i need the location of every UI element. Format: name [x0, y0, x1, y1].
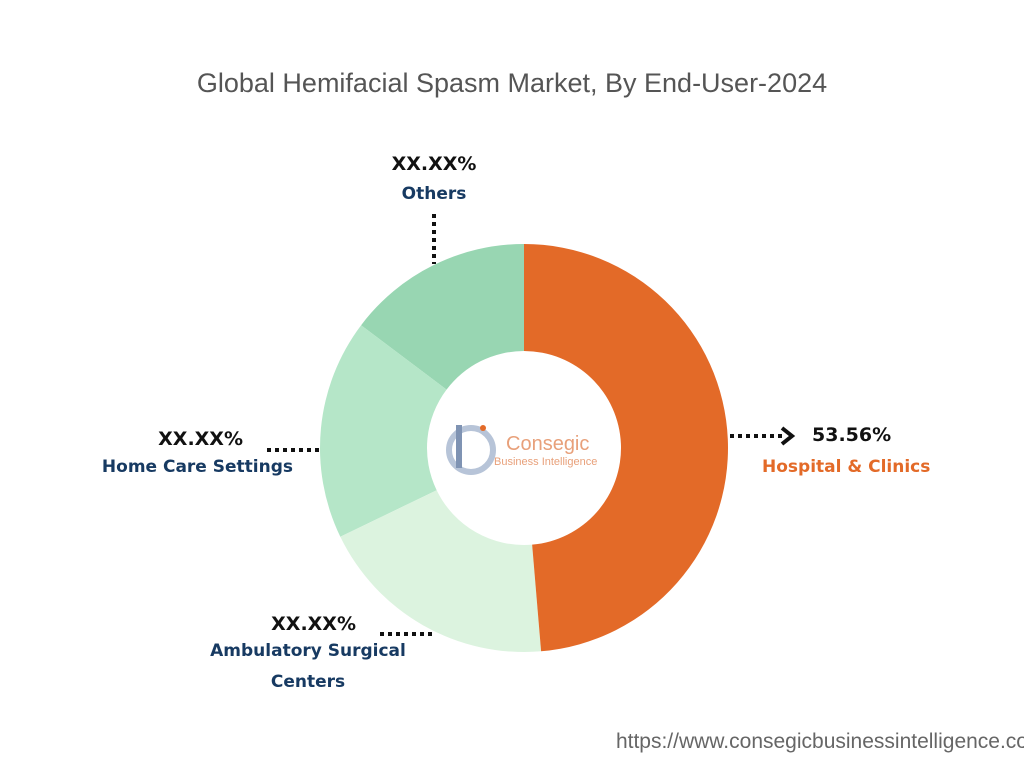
legend-label: Ambulatory Surgical Centers — [210, 641, 406, 692]
connectors — [267, 214, 782, 636]
value-label: XX.XX% — [271, 613, 356, 635]
legend-label: Home Care Settings — [101, 457, 293, 477]
donut-slice — [340, 490, 542, 652]
arrow-head — [780, 426, 796, 446]
logo-ring — [446, 425, 496, 475]
value-label: XX.XX% — [158, 428, 243, 450]
legend-label: Hospital & Clinics — [762, 457, 931, 477]
chart-title: Global Hemifacial Spasm Market, By End-U… — [196, 68, 828, 98]
value-label: XX.XX% — [391, 153, 477, 175]
source-url: https://www.consegicbusinessintelligence… — [615, 730, 1024, 753]
donut-slice — [319, 325, 447, 537]
logo-dot — [480, 425, 486, 431]
logo-name: Consegic — [506, 433, 589, 455]
legend-label: Others — [401, 184, 467, 204]
value-label: 53.56% — [812, 424, 892, 446]
logo-icon — [446, 425, 496, 475]
donut-slice — [361, 243, 524, 390]
donut-slice — [524, 244, 729, 652]
logo-tagline: Business Intelligence — [494, 456, 597, 468]
